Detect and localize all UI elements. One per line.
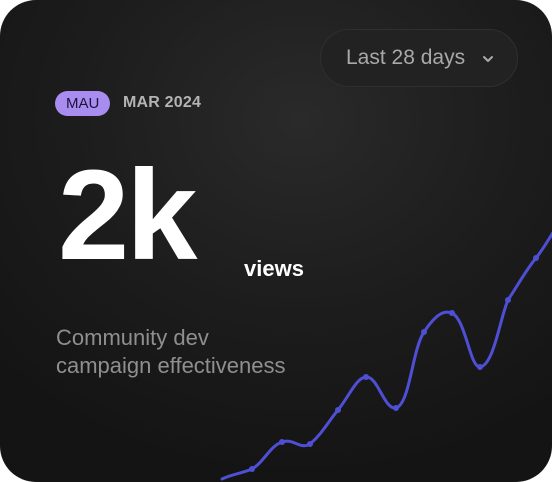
metric-value: 2k xyxy=(58,144,197,287)
trend-point xyxy=(249,466,255,472)
metric-badge: MAU xyxy=(55,91,111,116)
date-range-label: Last 28 days xyxy=(346,46,466,69)
metric-description: Community dev campaign effectiveness xyxy=(56,324,376,380)
description-line-2: campaign effectiveness xyxy=(56,353,286,378)
trend-point xyxy=(393,405,399,411)
trend-point xyxy=(307,441,313,447)
trend-point xyxy=(477,364,483,370)
trend-point xyxy=(449,310,455,316)
period-label: MAR 2024 xyxy=(123,94,202,111)
trend-points xyxy=(249,255,539,472)
trend-point xyxy=(335,407,341,413)
trend-point xyxy=(363,374,369,380)
trend-point xyxy=(505,297,511,303)
trend-point xyxy=(533,255,539,261)
trend-point xyxy=(279,439,285,445)
description-line-1: Community dev xyxy=(56,325,209,350)
trend-line xyxy=(220,231,552,481)
metric-unit: views xyxy=(244,256,304,281)
chevron-down-icon xyxy=(483,56,493,62)
trend-point xyxy=(421,329,427,335)
date-range-dropdown[interactable]: Last 28 days xyxy=(320,29,518,87)
